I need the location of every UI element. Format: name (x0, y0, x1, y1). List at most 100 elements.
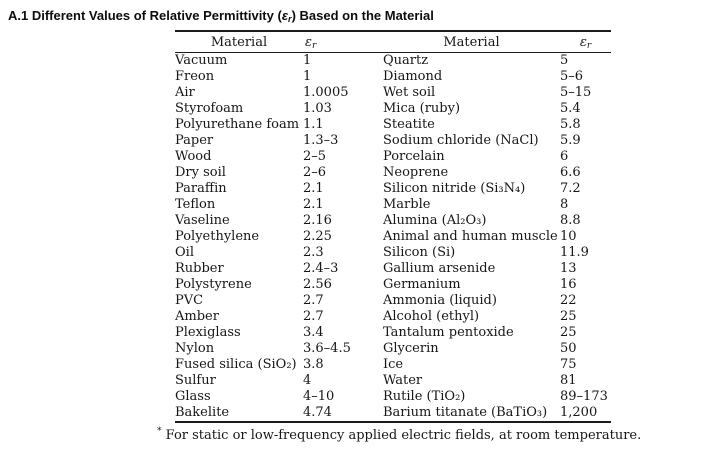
material-cell: Water (383, 373, 423, 388)
permittivity-value-cell: 5.4 (560, 101, 581, 116)
permittivity-value-cell: 25 (560, 325, 577, 340)
permittivity-value-cell: 3.6–4.5 (303, 341, 351, 356)
permittivity-value-cell: 13 (560, 261, 577, 276)
material-cell: Styrofoam (175, 101, 244, 116)
table-row: Polystyrene 2.56 Germanium 16 (175, 277, 611, 293)
column-header-material-left: Material (175, 31, 303, 53)
permittivity-value-cell: 2.25 (303, 229, 332, 244)
table-row: Polyurethane foam 1.1 Steatite 5.8 (175, 117, 611, 133)
table-row: Paraffin 2.1 Silicon nitride (Si₃N₄) 7.2 (175, 181, 611, 197)
permittivity-value-cell: 6 (560, 149, 569, 164)
material-cell: Ice (383, 357, 404, 372)
material-cell: Mica (ruby) (383, 101, 461, 116)
permittivity-value-cell: 4.74 (303, 405, 332, 420)
permittivity-value-cell: 10 (560, 229, 577, 244)
material-cell: Oil (175, 245, 194, 260)
material-cell: Silicon (Si) (383, 245, 456, 260)
material-cell: Fused silica (SiO₂) (175, 357, 297, 372)
table-header-row: Material εr Material εr (175, 31, 611, 53)
permittivity-value-cell: 8 (560, 197, 569, 212)
table-body: Vacuum 1 Quartz 5 Freon 1 Diamond 5–6 Air 1.0005 W… (175, 53, 611, 423)
epsilon-subscript: r (311, 40, 317, 51)
material-cell: Diamond (383, 69, 443, 84)
table-row: Dry soil 2–6 Neoprene 6.6 (175, 165, 611, 181)
table-row: Freon 1 Diamond 5–6 (175, 69, 611, 85)
material-cell: Quartz (383, 53, 429, 68)
material-cell: Rubber (175, 261, 224, 276)
title-text-suffix: ) Based on the Material (291, 8, 434, 23)
material-cell: Paper (175, 133, 214, 148)
footnote-text: For static or low-frequency applied elec… (165, 428, 642, 443)
material-cell: Vaseline (175, 213, 230, 228)
permittivity-value-cell: 2.7 (303, 293, 324, 308)
table-footnote: * For static or low-frequency applied el… (157, 427, 641, 443)
table-row: Bakelite 4.74 Barium titanate (BaTiO₃) 1,20… (175, 405, 611, 422)
permittivity-value-cell: 2.3 (303, 245, 324, 260)
permittivity-value-cell: 2.1 (303, 181, 324, 196)
permittivity-value-cell: 75 (560, 357, 577, 372)
material-cell: Dry soil (175, 165, 226, 180)
permittivity-value-cell: 1 (303, 69, 312, 84)
permittivity-value-cell: 5.9 (560, 133, 581, 148)
table-row: Sulfur 4 Water 81 (175, 373, 611, 389)
permittivity-value-cell: 5 (560, 53, 569, 68)
table-row: Glass 4–10 Rutile (TiO₂) 89–173 (175, 389, 611, 405)
table-row: Air 1.0005 Wet soil 5–15 (175, 85, 611, 101)
table-row: Amber 2.7 Alcohol (ethyl) 25 (175, 309, 611, 325)
permittivity-value-cell: 1.1 (303, 117, 324, 132)
permittivity-value-cell: 2.4–3 (303, 261, 339, 276)
material-cell: Plexiglass (175, 325, 241, 340)
column-header-permittivity-left: εr (303, 31, 383, 53)
material-cell: Marble (383, 197, 431, 212)
table-row: Nylon 3.6–4.5 Glycerin 50 (175, 341, 611, 357)
permittivity-value-cell: 2.56 (303, 277, 332, 292)
table-row: Paper 1.3–3 Sodium chloride (NaCl) 5.9 (175, 133, 611, 149)
table-header: Material εr Material εr (175, 31, 611, 53)
material-cell: Bakelite (175, 405, 230, 420)
permittivity-value-cell: 6.6 (560, 165, 581, 180)
permittivity-value-cell: 50 (560, 341, 577, 356)
material-cell: Germanium (383, 277, 461, 292)
material-cell: Alumina (Al₂O₃) (383, 213, 487, 228)
material-cell: Vacuum (175, 53, 228, 68)
permittivity-value-cell: 89–173 (560, 389, 608, 404)
permittivity-value-cell: 7.2 (560, 181, 581, 196)
material-cell: Glycerin (383, 341, 439, 356)
material-cell: PVC (175, 293, 204, 308)
table-row: Plexiglass 3.4 Tantalum pentoxide 25 (175, 325, 611, 341)
table-row: Oil 2.3 Silicon (Si) 11.9 (175, 245, 611, 261)
column-header-permittivity-right: εr (560, 31, 611, 53)
material-cell: Silicon nitride (Si₃N₄) (383, 181, 526, 196)
table-row: Styrofoam 1.03 Mica (ruby) 5.4 (175, 101, 611, 117)
permittivity-value-cell: 4 (303, 373, 312, 388)
material-cell: Animal and human muscle (383, 229, 558, 244)
material-cell: Ammonia (liquid) (383, 293, 497, 308)
material-cell: Air (175, 85, 195, 100)
permittivity-value-cell: 1.03 (303, 101, 332, 116)
epsilon-symbol: ε (281, 8, 289, 23)
column-header-material-right: Material (383, 31, 560, 53)
material-cell: Wood (175, 149, 212, 164)
material-cell: Gallium arsenide (383, 261, 496, 276)
material-cell: Sulfur (175, 373, 216, 388)
table-row: Rubber 2.4–3 Gallium arsenide 13 (175, 261, 611, 277)
epsilon-subscript: r (288, 14, 292, 24)
material-cell: Polyethylene (175, 229, 260, 244)
permittivity-value-cell: 3.4 (303, 325, 324, 340)
material-cell: Polyurethane foam (175, 117, 300, 132)
permittivity-value-cell: 1.3–3 (303, 133, 339, 148)
material-cell: Nylon (175, 341, 215, 356)
material-cell: Amber (175, 309, 219, 324)
table-row: Vaseline 2.16 Alumina (Al₂O₃) 8.8 (175, 213, 611, 229)
section-title: A.1 Different Values of Relative Permitt… (8, 8, 434, 24)
material-cell: Sodium chloride (NaCl) (383, 133, 539, 148)
material-cell: Wet soil (383, 85, 436, 100)
permittivity-table: Material εr Material εr Vacuum 1 Quartz 5 Fr… (175, 30, 611, 423)
permittivity-value-cell: 11.9 (560, 245, 589, 260)
material-cell: Alcohol (ethyl) (383, 309, 480, 324)
material-cell: Teflon (175, 197, 216, 212)
material-cell: Neoprene (383, 165, 449, 180)
material-cell: Tantalum pentoxide (383, 325, 514, 340)
material-cell: Porcelain (383, 149, 445, 164)
